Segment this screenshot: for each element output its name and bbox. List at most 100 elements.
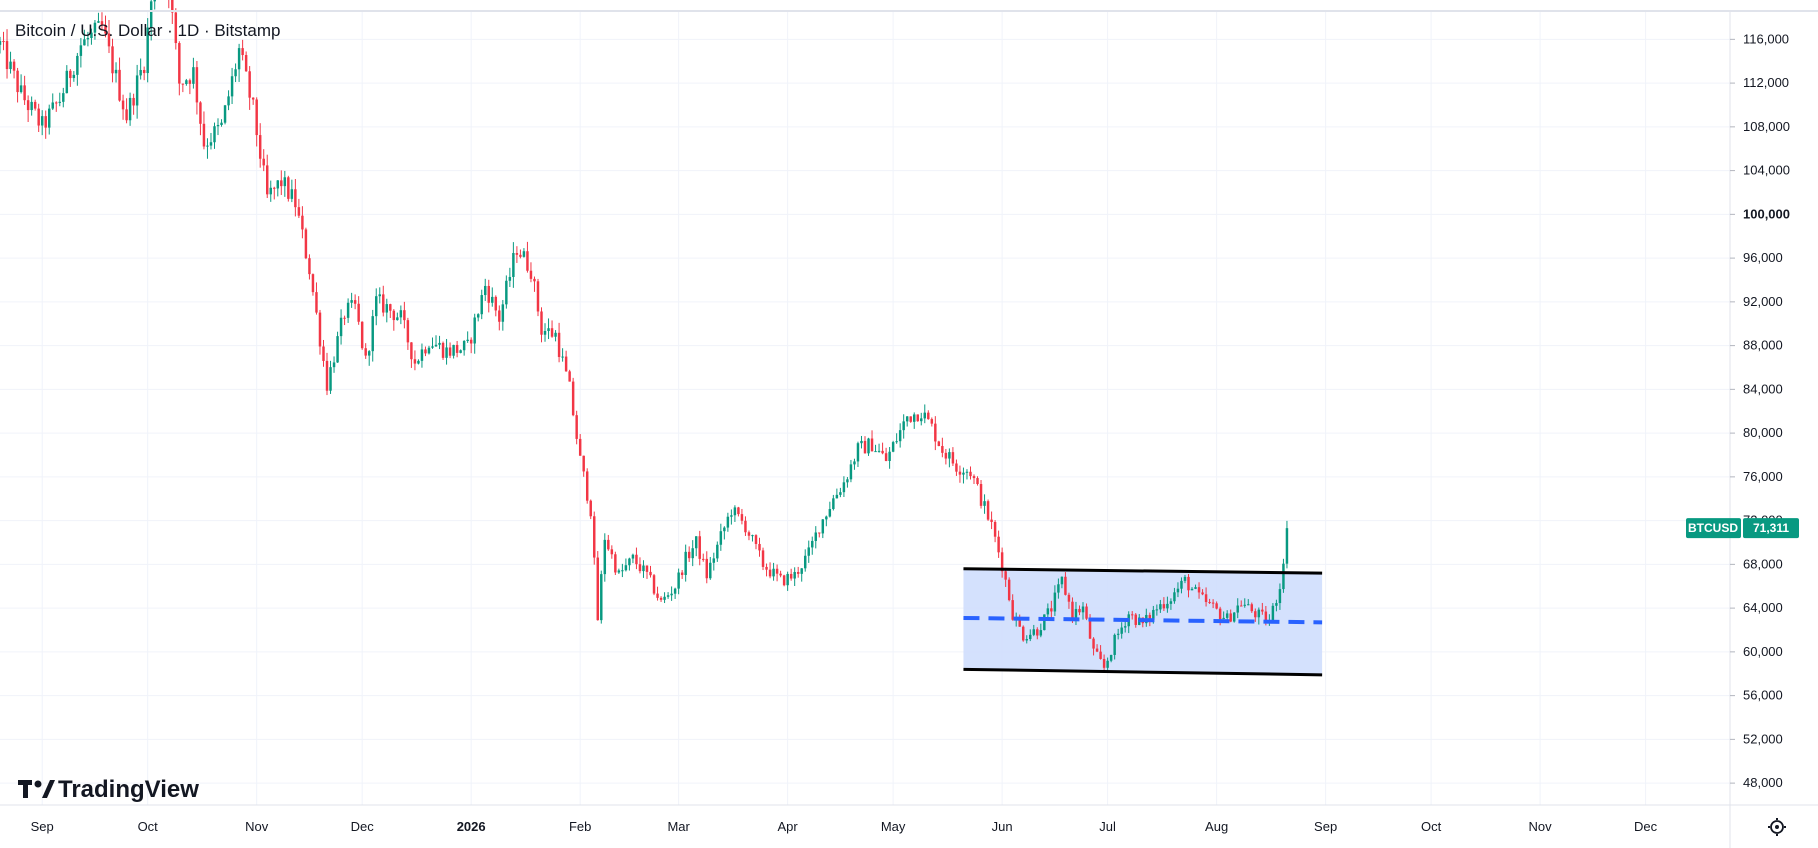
- candle-body: [55, 102, 58, 104]
- candle-body: [125, 109, 128, 121]
- candle: [642, 560, 645, 578]
- candle: [846, 477, 849, 488]
- candle: [691, 540, 694, 567]
- candle: [118, 57, 121, 102]
- candle-body: [1022, 626, 1025, 641]
- candle-body: [494, 296, 498, 311]
- candle-body: [9, 61, 12, 70]
- candle: [993, 520, 997, 543]
- candle-body: [107, 33, 111, 47]
- candle: [702, 553, 705, 562]
- settings-gear-icon[interactable]: [1768, 818, 1786, 836]
- candle-body: [666, 595, 670, 597]
- candle: [9, 51, 12, 74]
- candle: [83, 29, 86, 46]
- candle: [266, 154, 269, 199]
- candle: [336, 331, 339, 363]
- candle-body: [1095, 648, 1099, 652]
- candle: [142, 66, 146, 81]
- candle: [737, 506, 740, 517]
- candle-body: [427, 347, 431, 354]
- candle: [768, 562, 772, 579]
- range-top-line[interactable]: [963, 567, 1323, 575]
- candle: [501, 299, 505, 331]
- candle-body: [649, 571, 652, 576]
- candle: [930, 417, 934, 427]
- candle: [782, 574, 786, 587]
- candle: [357, 296, 360, 325]
- candle-body: [898, 430, 902, 442]
- candle: [494, 295, 498, 317]
- candle-body: [114, 69, 118, 74]
- candle: [262, 149, 265, 172]
- candle: [353, 294, 357, 310]
- candle-body: [607, 539, 610, 550]
- candle-body: [301, 215, 304, 230]
- candle-body: [1071, 601, 1074, 619]
- candle: [979, 480, 983, 509]
- candle-body: [360, 321, 364, 349]
- candle: [564, 350, 568, 372]
- price-tick-label: 92,000: [1743, 294, 1783, 309]
- candle-body: [132, 97, 135, 106]
- candle-body: [1282, 563, 1285, 590]
- candle-body: [1232, 612, 1236, 622]
- candle: [318, 309, 322, 355]
- price-axis[interactable]: 48,00052,00056,00060,00064,00068,00072,0…: [1730, 31, 1790, 790]
- candle: [149, 0, 153, 41]
- candle: [751, 534, 754, 542]
- candle: [315, 282, 318, 315]
- candle-body: [255, 99, 258, 136]
- candle-body: [392, 310, 396, 321]
- candle: [976, 476, 979, 486]
- candle: [58, 92, 62, 107]
- candle: [1123, 621, 1127, 633]
- range-midline[interactable]: [963, 615, 1323, 625]
- candle: [934, 416, 937, 451]
- candle-body: [874, 451, 877, 453]
- candle: [132, 93, 135, 115]
- candle-body: [459, 350, 462, 353]
- candle-body: [1201, 592, 1204, 595]
- candle: [972, 474, 976, 484]
- candle-body: [895, 441, 898, 443]
- candle-body: [818, 532, 821, 534]
- candle: [941, 437, 944, 458]
- candle: [269, 180, 272, 202]
- candle: [923, 404, 927, 424]
- candle-body: [990, 519, 993, 522]
- candle: [610, 545, 614, 559]
- candle: [1099, 645, 1102, 660]
- candle-body: [1106, 660, 1109, 668]
- candle: [958, 465, 962, 483]
- candle: [951, 447, 955, 466]
- candle-body: [863, 440, 867, 454]
- range-bottom-line[interactable]: [963, 667, 1323, 677]
- price-tick-label: 76,000: [1743, 469, 1783, 484]
- time-axis[interactable]: Sep Oct Nov Dec 2026 Feb Mar Apr May Jun Jul Aug Sep…: [31, 819, 1658, 834]
- candle-body: [76, 55, 79, 75]
- candle-body: [111, 46, 114, 74]
- candle-body: [1004, 571, 1007, 580]
- time-tick-label: Dec: [351, 819, 375, 834]
- candle-body: [30, 101, 33, 111]
- candle: [301, 206, 304, 239]
- candle: [1011, 594, 1014, 621]
- candle: [891, 440, 895, 453]
- candle: [1078, 605, 1081, 616]
- candle-body: [357, 303, 360, 322]
- candle-body: [547, 328, 550, 332]
- candle-body: [223, 105, 227, 123]
- candle: [51, 93, 54, 111]
- candle-body: [814, 532, 818, 541]
- candle-body: [406, 320, 410, 343]
- candle: [107, 20, 111, 54]
- candle-body: [1169, 601, 1173, 604]
- candle-body: [466, 339, 469, 341]
- candle-body: [955, 463, 958, 472]
- candle-body: [684, 551, 687, 575]
- candle: [522, 248, 526, 258]
- candle: [241, 39, 244, 61]
- candle: [1064, 572, 1067, 596]
